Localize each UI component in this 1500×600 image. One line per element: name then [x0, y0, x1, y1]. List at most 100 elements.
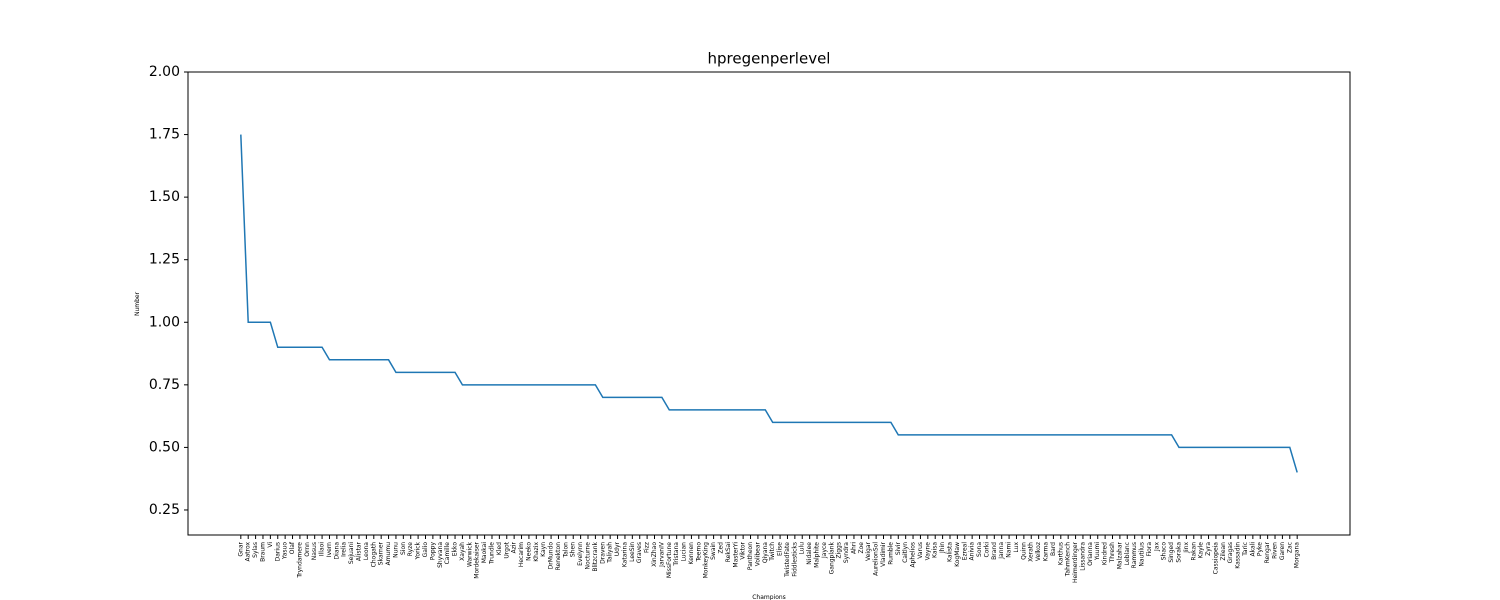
- y-tick-label: 2.00: [149, 64, 180, 80]
- x-tick-label: Singed: [1168, 542, 1175, 563]
- x-tick-label: Galio: [422, 542, 429, 558]
- y-axis-label: Number: [134, 291, 141, 316]
- y-tick-label: 1.75: [149, 127, 180, 143]
- x-tick-label: Jinx: [1183, 542, 1190, 554]
- x-tick-label: Lulu: [799, 542, 806, 555]
- x-tick-label: KogMaw: [954, 542, 961, 567]
- x-tick-label: Akali: [1249, 542, 1256, 557]
- x-tick-label: Twitch: [769, 542, 776, 562]
- x-tick-label: Renekton: [555, 542, 562, 571]
- x-tick-label: Zoe: [858, 542, 865, 554]
- x-tick-label: Zac: [1286, 542, 1293, 553]
- x-tick-label: Hecarim: [518, 542, 525, 567]
- x-tick-label: Yasuo: [282, 542, 289, 560]
- x-tick-label: Pyke: [1257, 542, 1264, 556]
- x-tick-label: Viktor: [740, 541, 747, 559]
- x-axis-label: Champions: [752, 594, 786, 600]
- x-tick-label: Quinn: [1020, 542, 1027, 560]
- x-tick-label: Graves: [636, 542, 643, 563]
- x-tick-label: Alistar: [356, 541, 363, 561]
- x-tick-label: Ivern: [326, 542, 333, 557]
- x-tick-label: Kayle: [1198, 542, 1205, 559]
- x-tick-label: Zilean: [1220, 542, 1227, 561]
- x-tick-label: Talon: [562, 542, 569, 559]
- x-tick-label: Ornn: [304, 542, 311, 557]
- x-tick-label: Thresh: [1109, 542, 1116, 564]
- x-tick-label: Kayn: [540, 542, 547, 557]
- x-tick-label: DrMundo: [548, 542, 555, 570]
- x-tick-label: Fizz: [644, 542, 651, 553]
- x-tick-label: Olaf: [289, 541, 296, 554]
- x-tick-label: Tryndamere: [296, 542, 303, 579]
- x-tick-label: Sona: [976, 542, 983, 557]
- x-tick-label: Rammus: [1131, 542, 1138, 568]
- x-tick-label: Xerath: [1028, 542, 1035, 562]
- x-tick-label: Kaisa: [932, 542, 939, 558]
- x-tick-label: Ziggs: [836, 542, 843, 559]
- x-tick-label: Velkoz: [1035, 542, 1042, 561]
- x-tick-label: Lux: [1013, 542, 1020, 553]
- x-tick-label: Sylas: [252, 542, 259, 558]
- x-tick-label: Nasus: [311, 542, 318, 560]
- x-tick-label: Garen: [1279, 542, 1286, 560]
- x-tick-label: Taric: [1242, 542, 1249, 557]
- x-tick-label: Kassadin: [1235, 542, 1242, 569]
- x-tick-label: Darius: [274, 542, 281, 561]
- x-tick-label: Evelynn: [577, 542, 584, 566]
- x-tick-label: Cassiopeia: [1212, 542, 1219, 575]
- x-tick-label: Poppy: [429, 542, 436, 561]
- y-tick-label: 1.00: [149, 314, 180, 330]
- x-tick-label: Mordekaiser: [474, 541, 481, 578]
- x-tick-label: Orianna: [1087, 542, 1094, 566]
- x-tick-label: Karma: [1043, 542, 1050, 562]
- x-tick-label: Khazix: [533, 542, 540, 562]
- x-tick-label: Teemo: [695, 542, 702, 563]
- x-tick-label: Kled: [496, 542, 503, 555]
- x-tick-label: Blitzcrank: [592, 541, 599, 571]
- x-tick-label: Udyr: [614, 541, 621, 556]
- x-tick-label: Corki: [983, 542, 990, 558]
- x-tick-label: Sion: [400, 542, 407, 555]
- x-tick-label: TwistedFate: [784, 542, 791, 578]
- x-tick-label: Shaco: [1161, 542, 1168, 561]
- x-tick-label: Malzahar: [1116, 541, 1123, 569]
- x-tick-label: Jhin: [939, 542, 946, 554]
- x-tick-label: Zyra: [1205, 542, 1212, 556]
- x-tick-label: Zed: [717, 542, 724, 554]
- x-tick-label: Vayne: [924, 542, 931, 561]
- x-tick-label: Lucian: [681, 542, 688, 562]
- x-tick-label: Sivir: [895, 541, 902, 555]
- x-tick-label: Soraka: [1175, 542, 1182, 563]
- x-tick-label: Gragas: [1227, 542, 1234, 563]
- x-tick-label: Ekko: [452, 542, 459, 557]
- x-tick-label: Veigar: [865, 541, 872, 560]
- chart-title: hpregenperlevel: [708, 50, 831, 68]
- x-tick-label: Trundle: [488, 542, 495, 565]
- x-tick-label: Nami: [1006, 542, 1013, 558]
- x-tick-label: Chogath: [370, 542, 377, 568]
- x-tick-label: MasterYi: [732, 542, 739, 568]
- plot-frame: [187, 71, 1351, 536]
- x-tick-label: Nautilus: [1139, 542, 1146, 567]
- x-tick-label: Maokai: [481, 542, 488, 564]
- x-tick-label: Rengar: [1264, 541, 1271, 563]
- x-tick-label: Jax: [1153, 542, 1160, 552]
- x-tick-label: Janna: [998, 542, 1005, 560]
- x-tick-label: Sejuani: [348, 542, 355, 564]
- x-tick-label: TahmKench: [1065, 542, 1072, 577]
- x-tick-label: Volibear: [754, 541, 761, 566]
- x-tick-label: JarvanIV: [658, 541, 665, 568]
- x-tick-label: Taliyah: [607, 542, 614, 564]
- x-tick-label: Swain: [710, 542, 717, 560]
- x-tick-label: Shen: [570, 542, 577, 557]
- x-tick-label: Leblanc: [1124, 542, 1131, 565]
- y-tick-label: 0.50: [149, 439, 180, 455]
- x-tick-label: Ryze: [407, 542, 414, 557]
- y-tick-label: 1.50: [149, 189, 180, 205]
- x-tick-label: Draven: [599, 542, 606, 564]
- x-tick-label: Camille: [444, 542, 451, 565]
- x-tick-label: Gnar: [237, 541, 244, 556]
- x-tick-label: Gangplank: [828, 541, 835, 574]
- x-tick-label: Syndra: [843, 542, 850, 563]
